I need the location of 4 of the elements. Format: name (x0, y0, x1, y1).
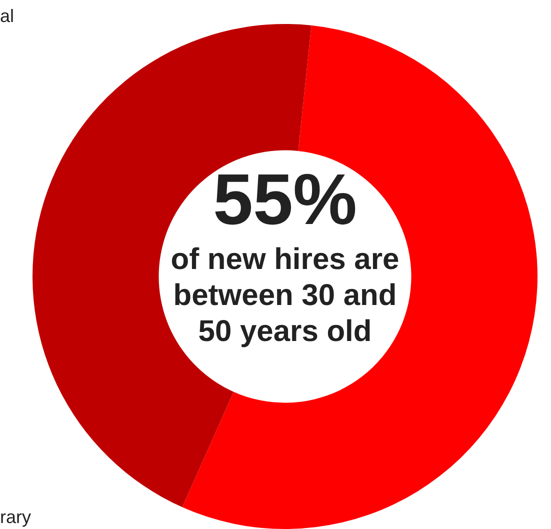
text: rary (0, 507, 31, 528)
text: of new hires are between 30 and 50 years old (170, 242, 400, 350)
text: al (0, 6, 14, 27)
text: 55% (212, 159, 358, 242)
